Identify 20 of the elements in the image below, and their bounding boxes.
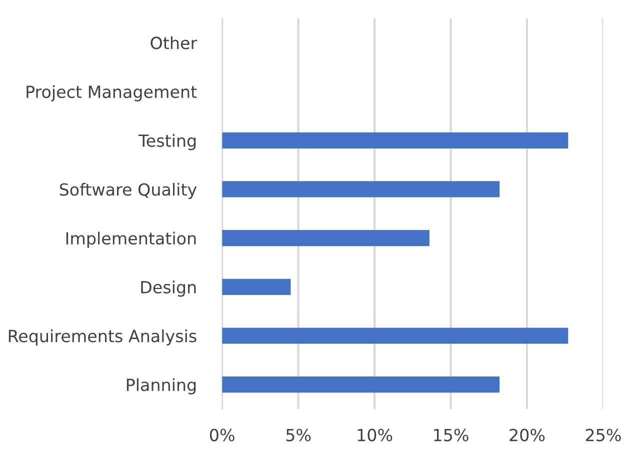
y-tick-label: Requirements Analysis [8,329,196,346]
y-tick-label: Testing [138,134,196,150]
y-tick-label: Project Management [26,85,197,102]
x-tick-label: 0% [210,428,234,442]
y-tick-label: Other [150,36,198,50]
y-tick-label: Implementation [66,232,196,248]
y-tick-label: Design [141,280,196,297]
y-tick-label: Planning [126,378,196,394]
bar [222,181,500,198]
bar [222,376,500,393]
x-tick-label: 25% [586,428,621,442]
x-tick-label: 20% [510,428,545,442]
y-tick-label: Software Quality [60,182,197,200]
x-tick-label: 15% [434,428,468,442]
bar [222,278,291,295]
x-tick-label: 5% [286,428,311,442]
bar [222,132,568,148]
bar [222,328,568,344]
x-tick-label: 10% [358,428,392,442]
bar [222,230,430,246]
